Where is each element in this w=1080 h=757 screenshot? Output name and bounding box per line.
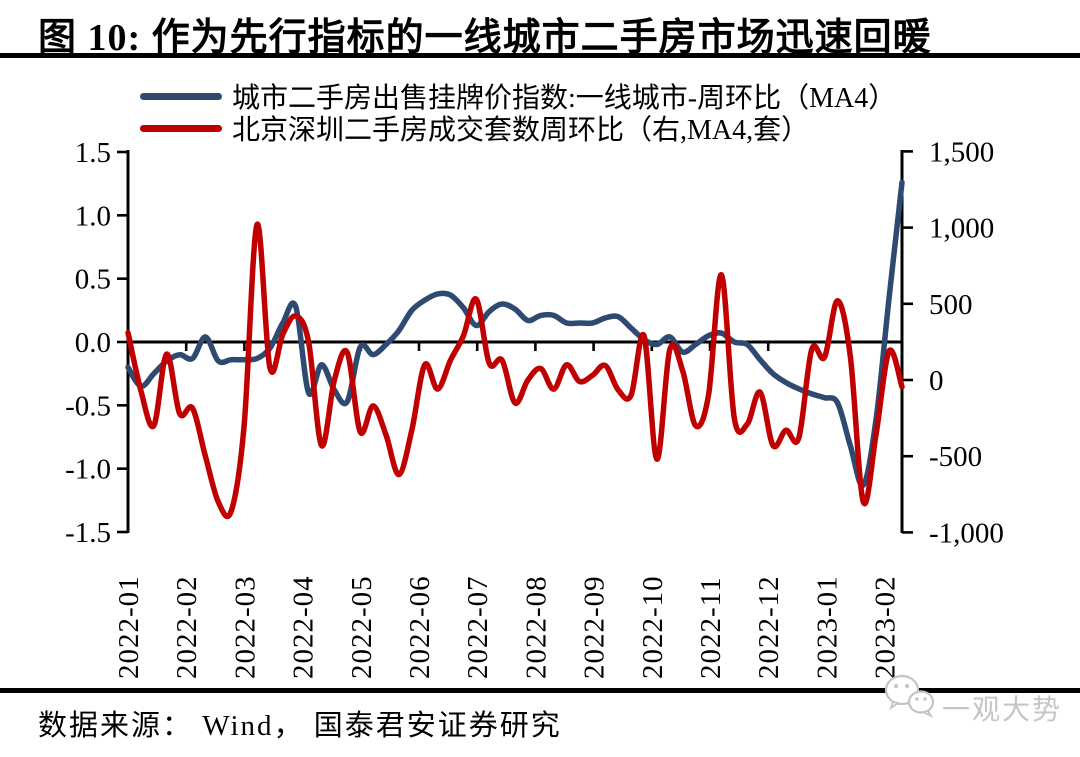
legend-item-transactions: 北京深圳二手房成交套数周环比（右,MA4,套） — [140, 112, 896, 146]
watermark: 一观大势 — [884, 674, 1062, 728]
left-axis-ticks: 1.5 1.0 0.5 0.0 -0.5 -1.0 -1.5 — [65, 137, 128, 549]
series-lines — [125, 179, 905, 520]
right-tick-label: 500 — [929, 289, 973, 321]
left-tick-label: -1.5 — [65, 517, 111, 549]
wechat-icon — [884, 674, 935, 719]
series-line-listing-price-index — [125, 179, 905, 489]
x-tick-label: 2022-06 — [404, 575, 436, 679]
left-tick-label: -0.5 — [65, 390, 111, 422]
x-tick-label: 2022-04 — [288, 575, 320, 679]
series-line-transaction-count — [125, 221, 905, 520]
x-tick-label: 2022-10 — [637, 575, 669, 679]
left-tick-label: 0.0 — [75, 327, 111, 359]
title-divider — [0, 53, 1080, 58]
blue-line-swatch — [140, 92, 222, 100]
x-tick-label: 2022-12 — [753, 575, 785, 679]
footer-divider — [0, 688, 1080, 693]
x-axis-ticks: 2022-01 2022-02 2022-03 2022-04 2022-05 2022-… — [113, 342, 902, 679]
x-tick-label: 2022-08 — [520, 575, 552, 679]
right-tick-label: 1,000 — [929, 213, 994, 245]
chart-legend: 城市二手房出售挂牌价指数:一线城市-周环比（MA4） 北京深圳二手房成交套数周环… — [140, 80, 896, 146]
left-tick-label: 1.0 — [75, 200, 111, 232]
watermark-label: 一观大势 — [942, 695, 1063, 726]
x-tick-label: 2022-02 — [171, 575, 203, 679]
x-tick-label: 2023-02 — [870, 575, 902, 679]
x-tick-label: 2022-03 — [229, 575, 261, 679]
right-axis-ticks: 1,500 1,000 500 0 -500 -1,000 — [902, 136, 1004, 549]
x-tick-label: 2022-07 — [462, 575, 494, 679]
legend-item-label: 北京深圳二手房成交套数周环比（右,MA4,套） — [232, 115, 810, 146]
left-tick-label: 1.5 — [75, 137, 111, 169]
x-tick-label: 2023-01 — [811, 575, 843, 679]
left-tick-label: 0.5 — [75, 264, 111, 296]
right-tick-label: -500 — [929, 441, 982, 473]
legend-item-label: 城市二手房出售挂牌价指数:一线城市-周环比（MA4） — [232, 83, 897, 114]
left-tick-label: -1.0 — [65, 454, 111, 486]
x-tick-label: 2022-11 — [695, 576, 727, 679]
right-tick-label: 1,500 — [929, 136, 994, 168]
red-line-swatch — [140, 124, 222, 132]
right-tick-label: 0 — [929, 365, 944, 397]
x-tick-label: 2022-01 — [113, 575, 145, 679]
data-source: 数据来源： Wind， 国泰君安证券研究 — [38, 710, 562, 742]
legend-item-price-index: 城市二手房出售挂牌价指数:一线城市-周环比（MA4） — [140, 80, 896, 114]
right-tick-label: -1,000 — [929, 517, 1004, 549]
figure-title: 图 10: 作为先行指标的一线城市二手房市场迅速回暖 — [38, 17, 932, 59]
axes — [126, 150, 904, 533]
x-tick-label: 2022-09 — [579, 575, 611, 679]
x-tick-label: 2022-05 — [346, 575, 378, 679]
